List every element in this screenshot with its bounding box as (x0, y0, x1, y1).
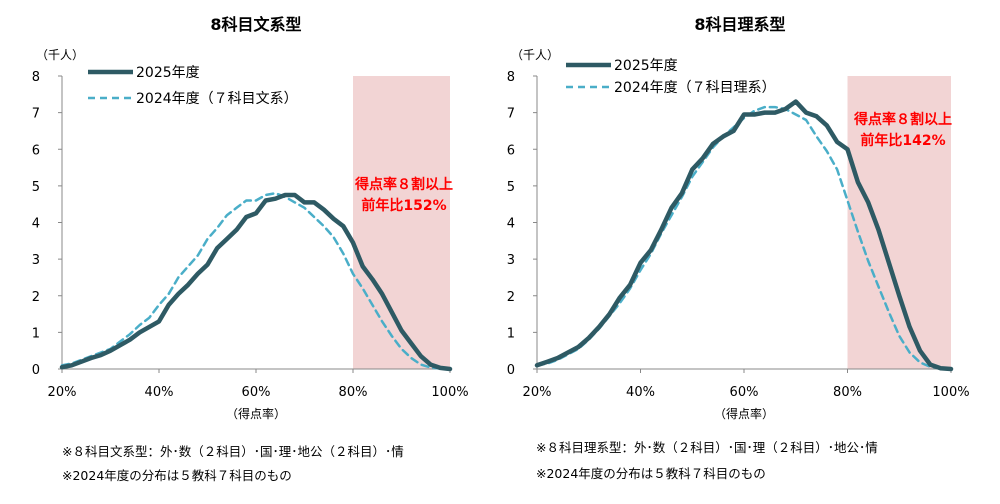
legend-label-2: 2024年度（７科目理系） (614, 80, 776, 96)
footnote-1: ※８科目理系型：外･数（２科目）･国･理（２科目）･地公･情 (536, 440, 878, 455)
y-tick-label: 3 (507, 253, 515, 268)
x-tick-label: 60% (730, 385, 759, 400)
annotation-line-1: 得点率８割以上 (354, 176, 453, 193)
chart-title: 8科目理系型 (694, 15, 785, 34)
x-tick-label: 100% (431, 385, 468, 400)
highlight-band (353, 76, 450, 369)
series-line-1 (59, 192, 453, 372)
y-tick-label: 2 (507, 290, 515, 305)
footnote-1: ※８科目文系型：外･数（２科目）･国･理･地公（２科目）･情 (62, 444, 404, 459)
y-tick-label: 3 (32, 253, 40, 268)
y-tick-label: 0 (32, 363, 40, 378)
y-tick-label: 0 (507, 363, 515, 378)
y-tick-label: 1 (507, 326, 515, 341)
series-line-1 (534, 99, 954, 372)
x-tick-label: 40% (145, 385, 174, 400)
y-tick-label: 7 (507, 107, 515, 122)
x-tick-label: 80% (833, 385, 862, 400)
x-tick-label: 20% (523, 385, 552, 400)
x-tick-label: 100% (932, 385, 969, 400)
y-tick-label: 8 (507, 70, 515, 85)
annotation-line-1: 得点率８割以上 (853, 111, 952, 128)
x-axis-label: （得点率） (226, 406, 286, 421)
y-tick-label: 8 (32, 70, 40, 85)
x-tick-label: 40% (626, 385, 655, 400)
legend-label-1: 2025年度 (136, 65, 200, 81)
x-tick-label: 20% (48, 385, 77, 400)
y-tick-label: 5 (507, 180, 515, 195)
y-tick-label: 6 (32, 143, 40, 158)
annotation-line-2: 前年比152% (361, 197, 446, 214)
y-tick-label: 1 (32, 326, 40, 341)
annotation-line-2: 前年比142% (860, 132, 945, 149)
x-axis-label: （得点率） (714, 406, 774, 421)
y-tick-label: 5 (32, 180, 40, 195)
y-tick-label: 4 (32, 217, 40, 232)
legend-label-1: 2025年度 (614, 58, 678, 74)
y-tick-label: 2 (32, 290, 40, 305)
chart-2: 8科目理系型 （千人） 0 1 2 3 4 5 6 7 8 20% 40% 60% 80% 100% （得点率）… (507, 15, 970, 481)
x-tick-label: 60% (242, 385, 271, 400)
y-tick-label: 7 (32, 107, 40, 122)
series-line-2 (60, 191, 452, 371)
y-unit-label: （千人） (511, 48, 559, 62)
footnote-2: ※2024年度の分布は５教科７科目のもの (62, 468, 292, 483)
chart-title: 8科目文系型 (210, 15, 301, 34)
y-tick-label: 6 (507, 143, 515, 158)
footnote-2: ※2024年度の分布は５教科７科目のもの (536, 466, 766, 481)
chart-1: 8科目文系型 （千人） 0 1 2 3 4 5 6 7 8 20% 40% 60% 80% 100% （得点率）… (32, 15, 469, 483)
x-tick-label: 80% (339, 385, 368, 400)
y-unit-label: （千人） (36, 48, 84, 62)
highlight-band (847, 76, 951, 369)
legend-label-2: 2024年度（７科目文系） (136, 91, 298, 107)
y-tick-label: 4 (507, 217, 515, 232)
